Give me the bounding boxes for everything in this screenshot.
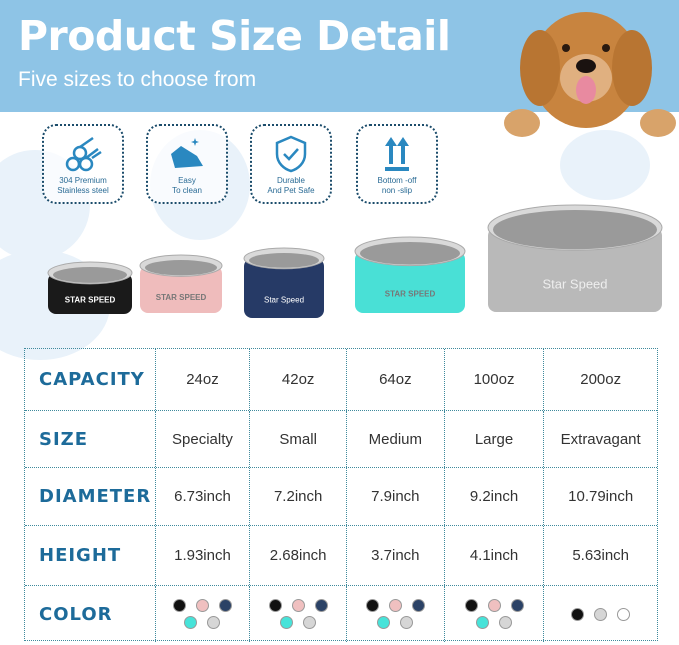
color-swatch[interactable] — [268, 599, 282, 612]
table-cell: 9.2inch — [445, 468, 545, 525]
color-swatch[interactable] — [314, 599, 328, 612]
bowl-5: Star Speed — [487, 204, 663, 312]
bowl-2: STAR SPEED — [139, 254, 223, 313]
table-cell: 1.93inch — [156, 526, 251, 585]
table-row: CAPACITY 24oz 42oz 64oz 100oz 200oz — [25, 349, 657, 411]
color-swatch[interactable] — [388, 599, 402, 612]
table-row: DIAMETER 6.73inch 7.2inch 7.9inch 9.2inch 10.… — [25, 468, 657, 526]
row-label: SIZE — [25, 411, 156, 467]
up-arrows-icon — [385, 137, 409, 171]
table-cell: Large — [445, 411, 545, 467]
color-swatch[interactable] — [218, 599, 232, 612]
color-options — [347, 586, 445, 642]
bowl-3: Star Speed — [243, 247, 325, 318]
size-table: CAPACITY 24oz 42oz 64oz 100oz 200oz SIZE Specia… — [24, 348, 658, 642]
table-cell: 3.7inch — [347, 526, 445, 585]
paw-print-decoration — [560, 130, 650, 200]
table-cell: 6.73inch — [156, 468, 251, 525]
color-swatch[interactable] — [476, 616, 490, 629]
table-cell: 7.2inch — [250, 468, 347, 525]
feature-durable: Durable And Pet Safe — [250, 124, 332, 204]
color-swatch[interactable] — [464, 599, 478, 612]
color-swatch[interactable] — [510, 599, 524, 612]
color-swatch[interactable] — [207, 616, 221, 629]
row-label: DIAMETER — [25, 468, 156, 525]
color-options — [250, 586, 347, 642]
color-swatch[interactable] — [365, 599, 379, 612]
table-cell: Medium — [347, 411, 445, 467]
bowl-1: STAR SPEED — [47, 261, 133, 314]
color-swatch[interactable] — [594, 607, 608, 621]
page-title: Product Size Detail — [18, 12, 451, 60]
color-swatch[interactable] — [280, 616, 294, 629]
clean-hand-icon — [171, 138, 203, 168]
color-options — [445, 586, 545, 642]
feature-easy-clean: Easy To clean — [146, 124, 228, 204]
table-cell: Small — [250, 411, 347, 467]
feature-stainless: 304 Premium Stainless steel — [42, 124, 124, 204]
table-cell: 7.9inch — [347, 468, 445, 525]
bowl-brand-text: Star Speed — [542, 276, 607, 291]
color-options — [156, 586, 251, 642]
color-swatch[interactable] — [617, 607, 631, 621]
bowl-brand-text: STAR SPEED — [156, 293, 207, 302]
table-cell: 24oz — [156, 349, 251, 410]
color-swatch[interactable] — [411, 599, 425, 612]
table-cell: 100oz — [445, 349, 545, 410]
row-label: COLOR — [25, 586, 156, 642]
color-options — [544, 586, 657, 642]
table-cell: 200oz — [580, 371, 622, 388]
color-swatch[interactable] — [377, 616, 391, 629]
color-swatch[interactable] — [487, 599, 501, 612]
table-cell: 4.1inch — [445, 526, 545, 585]
color-swatch[interactable] — [400, 616, 414, 629]
table-row: HEIGHT 1.93inch 2.68inch 3.7inch 4.1inch 5.63… — [25, 526, 657, 586]
feature-non-slip: Bottom -off non -slip — [356, 124, 438, 204]
bowl-4: STAR SPEED — [354, 236, 466, 313]
color-swatch[interactable] — [291, 599, 305, 612]
table-cell: 5.63inch — [572, 547, 630, 564]
bowl-lineup: STAR SPEED STAR SPEED Star Speed STAR SPEED… — [47, 204, 663, 318]
bowl-brand-text: STAR SPEED — [385, 289, 436, 298]
color-swatch[interactable] — [303, 616, 317, 629]
bowl-brand-text: Star Speed — [264, 296, 304, 305]
color-swatch[interactable] — [499, 616, 513, 629]
table-cell: Specialty — [156, 411, 251, 467]
dog-image — [504, 12, 676, 137]
table-row-color: COLOR — [25, 586, 657, 642]
table-cell: 64oz — [347, 349, 445, 410]
color-swatch[interactable] — [195, 599, 209, 612]
row-label: HEIGHT — [25, 526, 156, 585]
shield-check-icon — [275, 135, 307, 173]
table-cell: 2.68inch — [250, 526, 347, 585]
table-cell: 42oz — [250, 349, 347, 410]
table-row: SIZE Specialty Small Medium Large Extravagant — [25, 411, 657, 468]
color-swatch[interactable] — [172, 599, 186, 612]
page-subtitle: Five sizes to choose from — [18, 68, 257, 91]
steel-rods-icon — [65, 136, 102, 172]
table-cell: Extravagant — [560, 430, 641, 448]
table-cell: 10.79inch — [568, 488, 634, 505]
color-swatch[interactable] — [184, 616, 198, 629]
color-swatch[interactable] — [571, 607, 585, 621]
row-label: CAPACITY — [25, 349, 156, 410]
bowl-brand-text: STAR SPEED — [65, 296, 116, 305]
